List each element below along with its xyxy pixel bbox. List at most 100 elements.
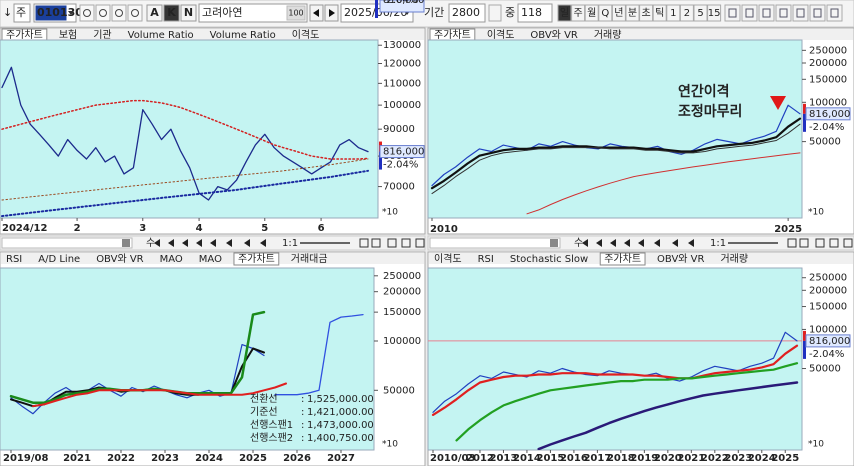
tool-button[interactable] <box>809 4 826 22</box>
search-icon[interactable] <box>79 4 95 22</box>
panel-tab[interactable]: Volume Ratio <box>210 30 276 41</box>
panel-tab[interactable]: 거래량 <box>720 253 748 265</box>
interval-button[interactable] <box>666 4 681 22</box>
zoom-slider[interactable] <box>300 242 350 244</box>
panel-tab[interactable]: A/D Line <box>38 254 80 265</box>
panel-icon[interactable] <box>843 238 853 248</box>
interval-button[interactable] <box>625 4 640 22</box>
panel-tab[interactable]: 기관 <box>93 29 111 41</box>
scrollbar[interactable] <box>1 237 133 249</box>
panel-icon[interactable] <box>799 238 809 248</box>
nav-icon[interactable] <box>154 239 160 247</box>
nav-icon[interactable] <box>226 239 232 247</box>
panel-tab[interactable]: 이격도 <box>434 252 462 265</box>
panel-tab[interactable]: 이격도 <box>292 28 320 41</box>
period-short[interactable]: 주 <box>16 6 26 19</box>
interval-label[interactable]: 2 <box>684 8 690 19</box>
nav-icon[interactable] <box>196 239 202 247</box>
dropdown-icon[interactable] <box>68 11 74 15</box>
panel-icon[interactable] <box>401 238 411 248</box>
panel-icon[interactable] <box>415 238 425 248</box>
nav-icon[interactable] <box>182 239 188 247</box>
panel-icon[interactable] <box>359 238 369 248</box>
stock-code[interactable]: 010130 <box>37 6 83 19</box>
interval-label[interactable]: 일 <box>560 7 569 19</box>
interval-button[interactable] <box>571 4 586 22</box>
nav-icon[interactable] <box>260 239 266 247</box>
interval-label[interactable]: 5 <box>697 8 703 19</box>
panel-tab[interactable]: 거래대금 <box>291 253 328 265</box>
tool-button[interactable] <box>741 4 758 22</box>
stock-name[interactable]: 고려아연 <box>202 6 242 19</box>
interval-label[interactable]: 1 <box>670 8 676 19</box>
nav-icon[interactable] <box>596 239 602 247</box>
interval-button[interactable] <box>639 4 654 22</box>
nav-icon[interactable] <box>210 239 216 247</box>
panel-icon[interactable] <box>387 238 397 248</box>
interval-button[interactable] <box>707 4 722 22</box>
interval-label[interactable]: 월 <box>587 7 596 19</box>
nav-icon[interactable] <box>672 239 678 247</box>
panel-tab[interactable]: 주가차트 <box>6 29 43 41</box>
period-spin[interactable] <box>488 4 502 22</box>
interval-label[interactable]: 주 <box>573 8 582 19</box>
nav-icon[interactable] <box>168 239 174 247</box>
period-value[interactable]: 2800 <box>452 6 480 19</box>
interval-label[interactable]: Q <box>601 8 609 19</box>
panel-tab[interactable]: MAO <box>160 254 183 265</box>
period-box[interactable] <box>13 3 31 23</box>
panel-tab[interactable]: OBV와 VR <box>96 253 143 265</box>
panel-icon[interactable] <box>829 238 839 248</box>
period-field[interactable] <box>448 3 486 23</box>
interval-label[interactable]: 틱 <box>655 7 664 19</box>
flag-button[interactable] <box>146 4 163 22</box>
scroll-thumb[interactable] <box>122 239 130 247</box>
tool-button[interactable] <box>758 4 775 22</box>
panel-tab[interactable]: 보험 <box>59 29 77 41</box>
interval-button[interactable] <box>584 4 599 22</box>
chart-icon[interactable] <box>95 4 111 22</box>
tool-button[interactable] <box>826 4 843 22</box>
nav-icon[interactable] <box>654 239 660 247</box>
flag-button[interactable] <box>180 4 197 22</box>
panel-tab[interactable]: Stochastic Slow <box>510 254 588 265</box>
flag-label[interactable]: K <box>167 6 176 19</box>
nav-icon[interactable] <box>582 239 588 247</box>
panel-icon[interactable] <box>787 238 797 248</box>
interval-label[interactable]: 분 <box>628 7 637 19</box>
panel-icon[interactable] <box>371 238 381 248</box>
zoom-slider[interactable] <box>728 242 778 244</box>
panel-tab[interactable]: 이격도 <box>487 28 515 41</box>
interval-button[interactable] <box>557 4 572 22</box>
nav-icon[interactable] <box>610 239 616 247</box>
interval-label[interactable]: 15 <box>708 8 721 19</box>
name-field[interactable] <box>198 3 308 23</box>
mid-field[interactable] <box>517 3 553 23</box>
tool-icon[interactable] <box>111 4 127 22</box>
nav-icon[interactable] <box>244 239 250 247</box>
list-icon[interactable] <box>127 4 143 22</box>
tool-button[interactable] <box>775 4 792 22</box>
interval-button[interactable] <box>693 4 708 22</box>
interval-button[interactable] <box>598 4 613 22</box>
panel-tab[interactable]: 거래량 <box>594 29 622 41</box>
panel-tab[interactable]: OBV와 VR <box>657 253 704 265</box>
nav-icon[interactable] <box>638 239 644 247</box>
mid-value[interactable]: 118 <box>521 6 542 19</box>
panel-tab[interactable]: Volume Ratio <box>128 30 194 41</box>
flag-label[interactable]: A <box>150 6 159 19</box>
panel-tab[interactable]: 주가차트 <box>604 253 641 265</box>
tool-button[interactable] <box>724 4 741 22</box>
panel-tab[interactable]: RSI <box>478 254 494 265</box>
flag-button[interactable] <box>163 4 180 22</box>
interval-label[interactable]: 초 <box>641 7 650 19</box>
panel-tab[interactable]: RSI <box>6 254 22 265</box>
panel-tab[interactable]: 주가차트 <box>238 253 275 265</box>
interval-button[interactable] <box>652 4 667 22</box>
flag-label[interactable]: N <box>184 6 193 19</box>
nav-icon[interactable] <box>624 239 630 247</box>
nav-icon[interactable] <box>688 239 694 247</box>
interval-button[interactable] <box>611 4 626 22</box>
tool-button[interactable] <box>792 4 809 22</box>
panel-tab[interactable]: 주가차트 <box>434 29 471 41</box>
